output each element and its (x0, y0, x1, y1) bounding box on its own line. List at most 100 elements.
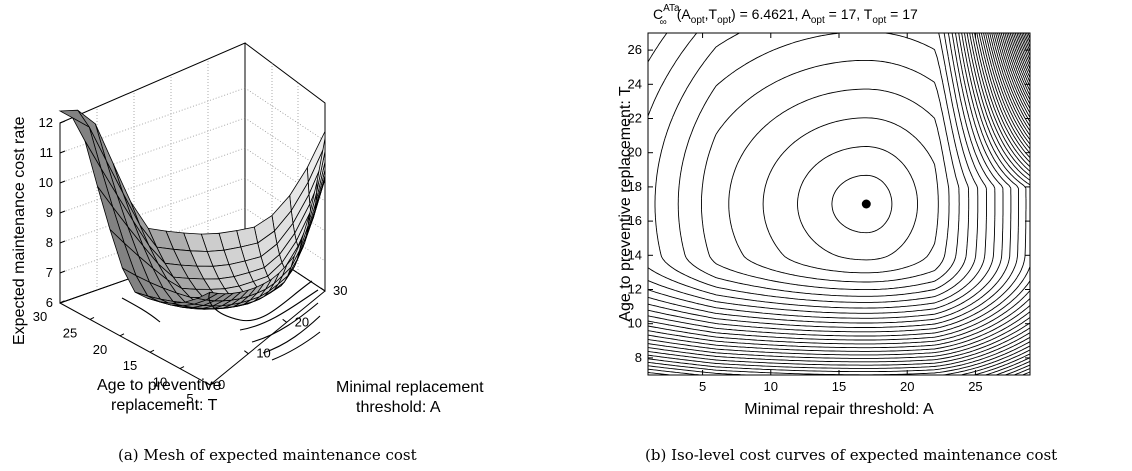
contour-x-label: Minimal repair threshold: A (744, 401, 934, 418)
z-tick-mark (59, 120, 66, 124)
contour-y-tick-label: 26 (628, 42, 642, 57)
contour-plot: 5 10 15 20 25 8 10 12 14 16 18 20 22 24 26 CATa ∞(Aopt… (617, 3, 1031, 418)
t-tick-label: 10 (153, 375, 167, 390)
iso-level-curve (677, 33, 970, 297)
iso-level-curve (1007, 33, 1030, 92)
iso-level-curve (648, 33, 996, 314)
contour-x-tick-label: 10 (764, 379, 778, 394)
mesh-cell (196, 291, 219, 301)
z-tick-mark (59, 240, 66, 244)
z-tick-label: 9 (46, 205, 53, 220)
z-tick-label: 6 (46, 295, 53, 310)
contour-y-tick-label: 14 (628, 247, 642, 262)
contour-y-tick-label: 20 (628, 145, 642, 160)
z-tick-label: 8 (46, 235, 53, 250)
mesh-a-label-line1: Minimal replacement (336, 379, 484, 396)
a-tick-mark (282, 318, 287, 323)
t-tick-label: 20 (93, 342, 107, 357)
z-tick-mark (59, 270, 66, 274)
a-axis-ticks: 0 10 20 30 (205, 283, 347, 392)
z-tick-label: 7 (46, 265, 53, 280)
z-tick-mark (59, 180, 66, 184)
t-tick-mark (149, 349, 155, 353)
contour-y-tick-label: 18 (628, 179, 642, 194)
z-tick-label: 10 (39, 175, 53, 190)
contour-x-tick-label: 5 (699, 379, 706, 394)
iso-level-curve (648, 33, 1030, 337)
iso-level-curve (648, 33, 1030, 375)
contour-y-label: Age to preventive replacement: T (617, 86, 634, 322)
contour-title: CATa ∞(Aopt,Topt) = 6.4621, Aopt = 17, To… (653, 3, 918, 28)
z-tick-mark (59, 150, 66, 154)
t-tick-mark (209, 382, 215, 386)
mesh-dotted-grid (59, 59, 326, 290)
iso-level-curve (648, 33, 1030, 373)
t-tick-mark (59, 300, 65, 304)
iso-level-curve (831, 174, 893, 234)
contour-axes-box (647, 32, 1031, 376)
contour-y-tick-label: 10 (628, 316, 642, 331)
contour-y-tick-label: 8 (635, 350, 642, 365)
z-axis-ticks: 6 7 8 9 10 11 12 (39, 115, 66, 310)
t-axis-ticks: 30 25 20 15 10 5 (33, 300, 215, 406)
iso-level-curve (648, 33, 1030, 369)
t-tick-mark (179, 366, 185, 370)
contour-x-ticks: 5 10 15 20 25 (699, 33, 983, 394)
iso-level-curve (648, 33, 1030, 352)
iso-level-curve (648, 33, 1030, 359)
optimum-marker (861, 199, 871, 209)
iso-level-curve (797, 146, 918, 261)
t-tick-mark (119, 333, 125, 337)
contour-lines (648, 33, 1030, 375)
mesh-t-label-line2: replacement: T (111, 397, 218, 414)
t-tick-label: 25 (63, 325, 77, 340)
iso-level-curve (1018, 33, 1030, 65)
contour-y-ticks: 8 10 12 14 16 18 20 22 24 26 (628, 42, 1030, 365)
mesh-floor-contours (121, 280, 321, 361)
mesh-surface (58, 109, 326, 310)
t-tick-label: 30 (33, 309, 47, 324)
a-tick-mark (205, 381, 211, 386)
contour-x-tick-label: 15 (832, 379, 846, 394)
z-tick-label: 11 (40, 145, 54, 160)
mesh-z-label: Expected maintenance cost rate (11, 116, 28, 345)
contour-y-tick-label: 24 (628, 76, 642, 91)
a-tick-label: 30 (333, 283, 347, 298)
iso-level-curve (762, 117, 939, 274)
iso-level-curve (648, 33, 1030, 375)
mesh-a-label-line2: threshold: A (356, 399, 441, 416)
iso-level-curve (648, 33, 1030, 356)
caption-a: (a) Mesh of expected maintenance cost (118, 446, 417, 464)
iso-level-curve (648, 33, 1030, 349)
iso-level-curve (1013, 33, 1030, 78)
iso-level-curve (648, 33, 1012, 324)
iso-level-curve (648, 33, 1030, 375)
contour-y-tick-label: 12 (628, 282, 642, 297)
mesh-plot: 6 7 8 9 10 11 12 30 25 20 15 10 5 0 10 20 30 Expected … (11, 42, 484, 416)
a-tick-label: 10 (256, 346, 270, 361)
iso-level-curve (728, 88, 950, 283)
mesh-t-label-line1: Age to preventive (97, 377, 222, 394)
t-tick-label: 15 (123, 358, 137, 373)
t-tick-mark (89, 316, 95, 320)
z-tick-label: 12 (39, 115, 53, 130)
z-tick-mark (59, 210, 66, 214)
contour-x-tick-label: 25 (968, 379, 982, 394)
iso-level-curve (701, 59, 960, 291)
iso-level-curve (654, 33, 979, 303)
iso-level-curve (648, 33, 1030, 363)
contour-y-tick-label: 16 (628, 213, 642, 228)
iso-level-curve (648, 33, 1019, 328)
iso-level-curve (648, 33, 1027, 333)
a-tick-mark (320, 287, 326, 292)
t-tick-label: 5 (186, 391, 193, 406)
iso-level-curve (648, 33, 1030, 345)
iso-level-curve (648, 33, 1030, 375)
caption-b: (b) Iso-level cost curves of expected ma… (645, 446, 1058, 464)
iso-level-curve (648, 33, 987, 309)
iso-level-curve (648, 33, 1004, 319)
iso-level-curve (648, 33, 1030, 366)
a-tick-label: 20 (295, 314, 309, 329)
iso-level-curve (648, 33, 1030, 341)
